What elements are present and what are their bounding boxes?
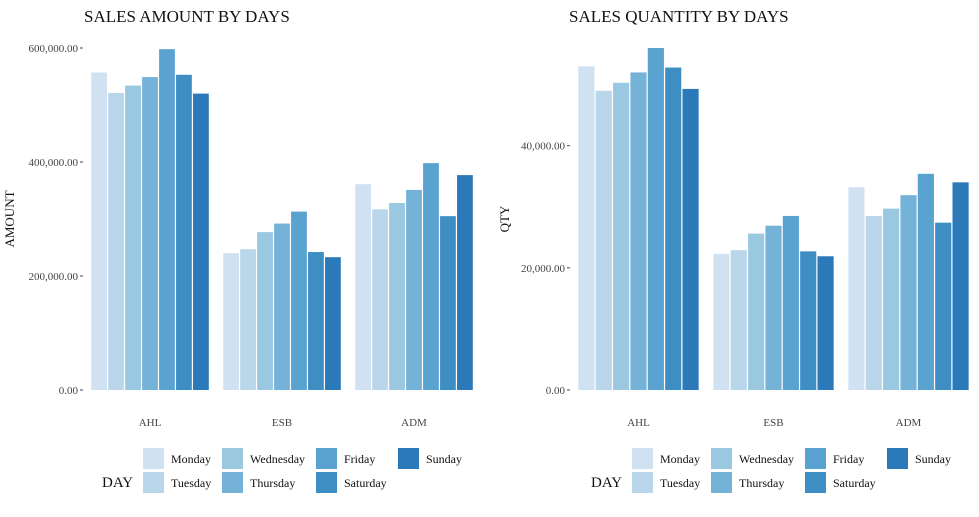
legend-label-thursday: Thursday xyxy=(250,476,295,490)
legend-label-thursday: Thursday xyxy=(739,476,784,490)
sales-quantity-chart: SALES QUANTITY BY DAYS QTY 0.00 20,000.00 40… xyxy=(489,0,978,517)
legend-title: DAY xyxy=(591,475,622,491)
bar-esb-wednesday xyxy=(257,232,273,390)
legend-label-wednesday: Wednesday xyxy=(250,452,305,466)
legend-swatch-thursday xyxy=(222,472,243,493)
bar-esb-wednesday xyxy=(748,233,765,390)
bar-esb-friday xyxy=(291,211,307,390)
legend-swatch-friday xyxy=(805,448,826,469)
x-tick-label: AHL xyxy=(627,417,650,429)
bar-esb-tuesday xyxy=(240,249,256,390)
bar-adm-sunday xyxy=(952,182,969,390)
legend-label-saturday: Saturday xyxy=(833,476,876,490)
legend-label-tuesday: Tuesday xyxy=(171,476,211,490)
bar-adm-wednesday xyxy=(883,208,900,390)
bar-adm-saturday xyxy=(440,216,456,390)
legend-swatch-wednesday xyxy=(711,448,732,469)
y-axis-label: AMOUNT xyxy=(2,190,17,247)
bar-adm-thursday xyxy=(900,195,917,390)
bar-adm-friday xyxy=(423,163,439,390)
bar-adm-monday xyxy=(355,184,371,390)
legend-swatch-sunday xyxy=(887,448,908,469)
bar-adm-wednesday xyxy=(389,203,405,390)
bar-adm-sunday xyxy=(457,175,473,390)
bar-esb-thursday xyxy=(765,225,782,390)
legend-swatch-friday xyxy=(316,448,337,469)
bar-ahl-thursday xyxy=(142,77,158,390)
x-tick-label: ESB xyxy=(272,417,292,429)
x-tick-label: ADM xyxy=(401,417,427,429)
legend-label-friday: Friday xyxy=(344,452,375,466)
y-tick-label: 0.00 xyxy=(546,385,566,397)
legend-label-tuesday: Tuesday xyxy=(660,476,700,490)
bar-ahl-saturday xyxy=(665,67,682,391)
bar-ahl-monday xyxy=(91,72,107,390)
bar-esb-saturday xyxy=(800,251,817,390)
bar-ahl-tuesday xyxy=(108,93,124,390)
bar-esb-sunday xyxy=(817,256,834,390)
bar-esb-tuesday xyxy=(730,250,747,390)
legend-swatch-saturday xyxy=(805,472,826,493)
x-tick-label: ADM xyxy=(896,417,922,429)
sales-amount-chart: SALES AMOUNT BY DAYS AMOUNT 0.00 200,000.00… xyxy=(0,0,489,517)
bar-adm-friday xyxy=(917,173,934,390)
bar-ahl-sunday xyxy=(682,88,699,391)
chart-title: SALES QUANTITY BY DAYS xyxy=(569,7,789,26)
bar-esb-sunday xyxy=(325,257,341,390)
y-tick-label: 200,000.00 xyxy=(29,271,79,283)
legend-swatch-monday xyxy=(143,448,164,469)
bar-ahl-friday xyxy=(159,49,175,390)
y-tick-label: 20,000.00 xyxy=(521,263,566,275)
legend-title: DAY xyxy=(102,475,133,491)
x-tick-label: AHL xyxy=(139,417,162,429)
bar-esb-friday xyxy=(782,215,799,390)
legend-swatch-thursday xyxy=(711,472,732,493)
bar-ahl-sunday xyxy=(193,93,209,390)
chart-title: SALES AMOUNT BY DAYS xyxy=(84,7,290,26)
y-tick-label: 400,000.00 xyxy=(29,157,79,169)
bar-ahl-monday xyxy=(578,66,595,391)
legend-swatch-monday xyxy=(632,448,653,469)
legend-swatch-wednesday xyxy=(222,448,243,469)
legend-label-sunday: Sunday xyxy=(915,452,951,466)
sales-amount-chart-svg: SALES AMOUNT BY DAYS AMOUNT 0.00 200,000.00… xyxy=(2,7,473,493)
bar-adm-thursday xyxy=(406,189,422,390)
legend-swatch-tuesday xyxy=(143,472,164,493)
bar-ahl-wednesday xyxy=(613,82,630,390)
bar-esb-thursday xyxy=(274,223,290,390)
bar-ahl-tuesday xyxy=(595,90,612,390)
legend-swatch-sunday xyxy=(398,448,419,469)
legend-label-wednesday: Wednesday xyxy=(739,452,794,466)
y-tick-label: 600,000.00 xyxy=(29,43,79,55)
bar-ahl-thursday xyxy=(630,72,647,390)
bar-esb-saturday xyxy=(308,252,324,390)
legend-label-monday: Monday xyxy=(171,452,211,466)
sales-quantity-chart-svg: SALES QUANTITY BY DAYS QTY 0.00 20,000.00 40… xyxy=(497,7,969,493)
x-tick-label: ESB xyxy=(763,417,783,429)
y-tick-label: 40,000.00 xyxy=(521,141,566,153)
legend-label-saturday: Saturday xyxy=(344,476,387,490)
bar-adm-saturday xyxy=(935,222,952,390)
bar-adm-tuesday xyxy=(372,209,388,390)
bar-adm-tuesday xyxy=(865,215,882,390)
bar-ahl-wednesday xyxy=(125,85,141,391)
legend-label-sunday: Sunday xyxy=(426,452,462,466)
bar-esb-monday xyxy=(713,253,730,390)
legend-swatch-saturday xyxy=(316,472,337,493)
y-axis-label: QTY xyxy=(497,205,512,232)
legend-swatch-tuesday xyxy=(632,472,653,493)
bar-ahl-friday xyxy=(647,48,664,390)
bar-ahl-saturday xyxy=(176,74,192,390)
legend-label-monday: Monday xyxy=(660,452,700,466)
bar-esb-monday xyxy=(223,253,239,390)
legend-label-friday: Friday xyxy=(833,452,864,466)
bar-adm-monday xyxy=(848,187,865,390)
y-tick-label: 0.00 xyxy=(59,385,79,397)
